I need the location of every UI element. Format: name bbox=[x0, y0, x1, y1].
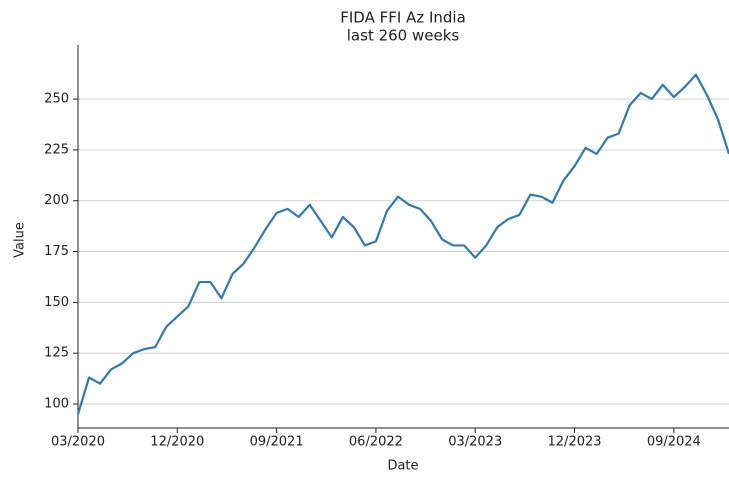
x-tick-label: 12/2020 bbox=[150, 435, 204, 450]
data-line bbox=[76, 73, 729, 415]
chart-subtitle: last 260 weeks bbox=[347, 27, 460, 45]
y-tick-label: 175 bbox=[44, 244, 69, 259]
x-tick-label: 03/2020 bbox=[51, 435, 105, 450]
y-tick-label: 100 bbox=[44, 397, 69, 412]
x-tick-label: 09/2021 bbox=[250, 435, 304, 450]
y-tick-label: 225 bbox=[44, 142, 69, 157]
y-tick-label: 125 bbox=[44, 346, 69, 361]
x-tick-label: 03/2023 bbox=[448, 435, 502, 450]
chart-title: FIDA FFI Az India bbox=[340, 9, 466, 27]
y-tick-label: 200 bbox=[44, 193, 69, 208]
x-tick-label: 09/2024 bbox=[647, 435, 701, 450]
x-axis-label: Date bbox=[387, 459, 418, 474]
y-tick-label: 250 bbox=[44, 92, 69, 107]
y-axis-label: Value bbox=[13, 222, 28, 258]
x-tick-label: 06/2022 bbox=[349, 435, 403, 450]
x-tick-label: 12/2023 bbox=[548, 435, 602, 450]
y-tick-label: 150 bbox=[44, 295, 69, 310]
